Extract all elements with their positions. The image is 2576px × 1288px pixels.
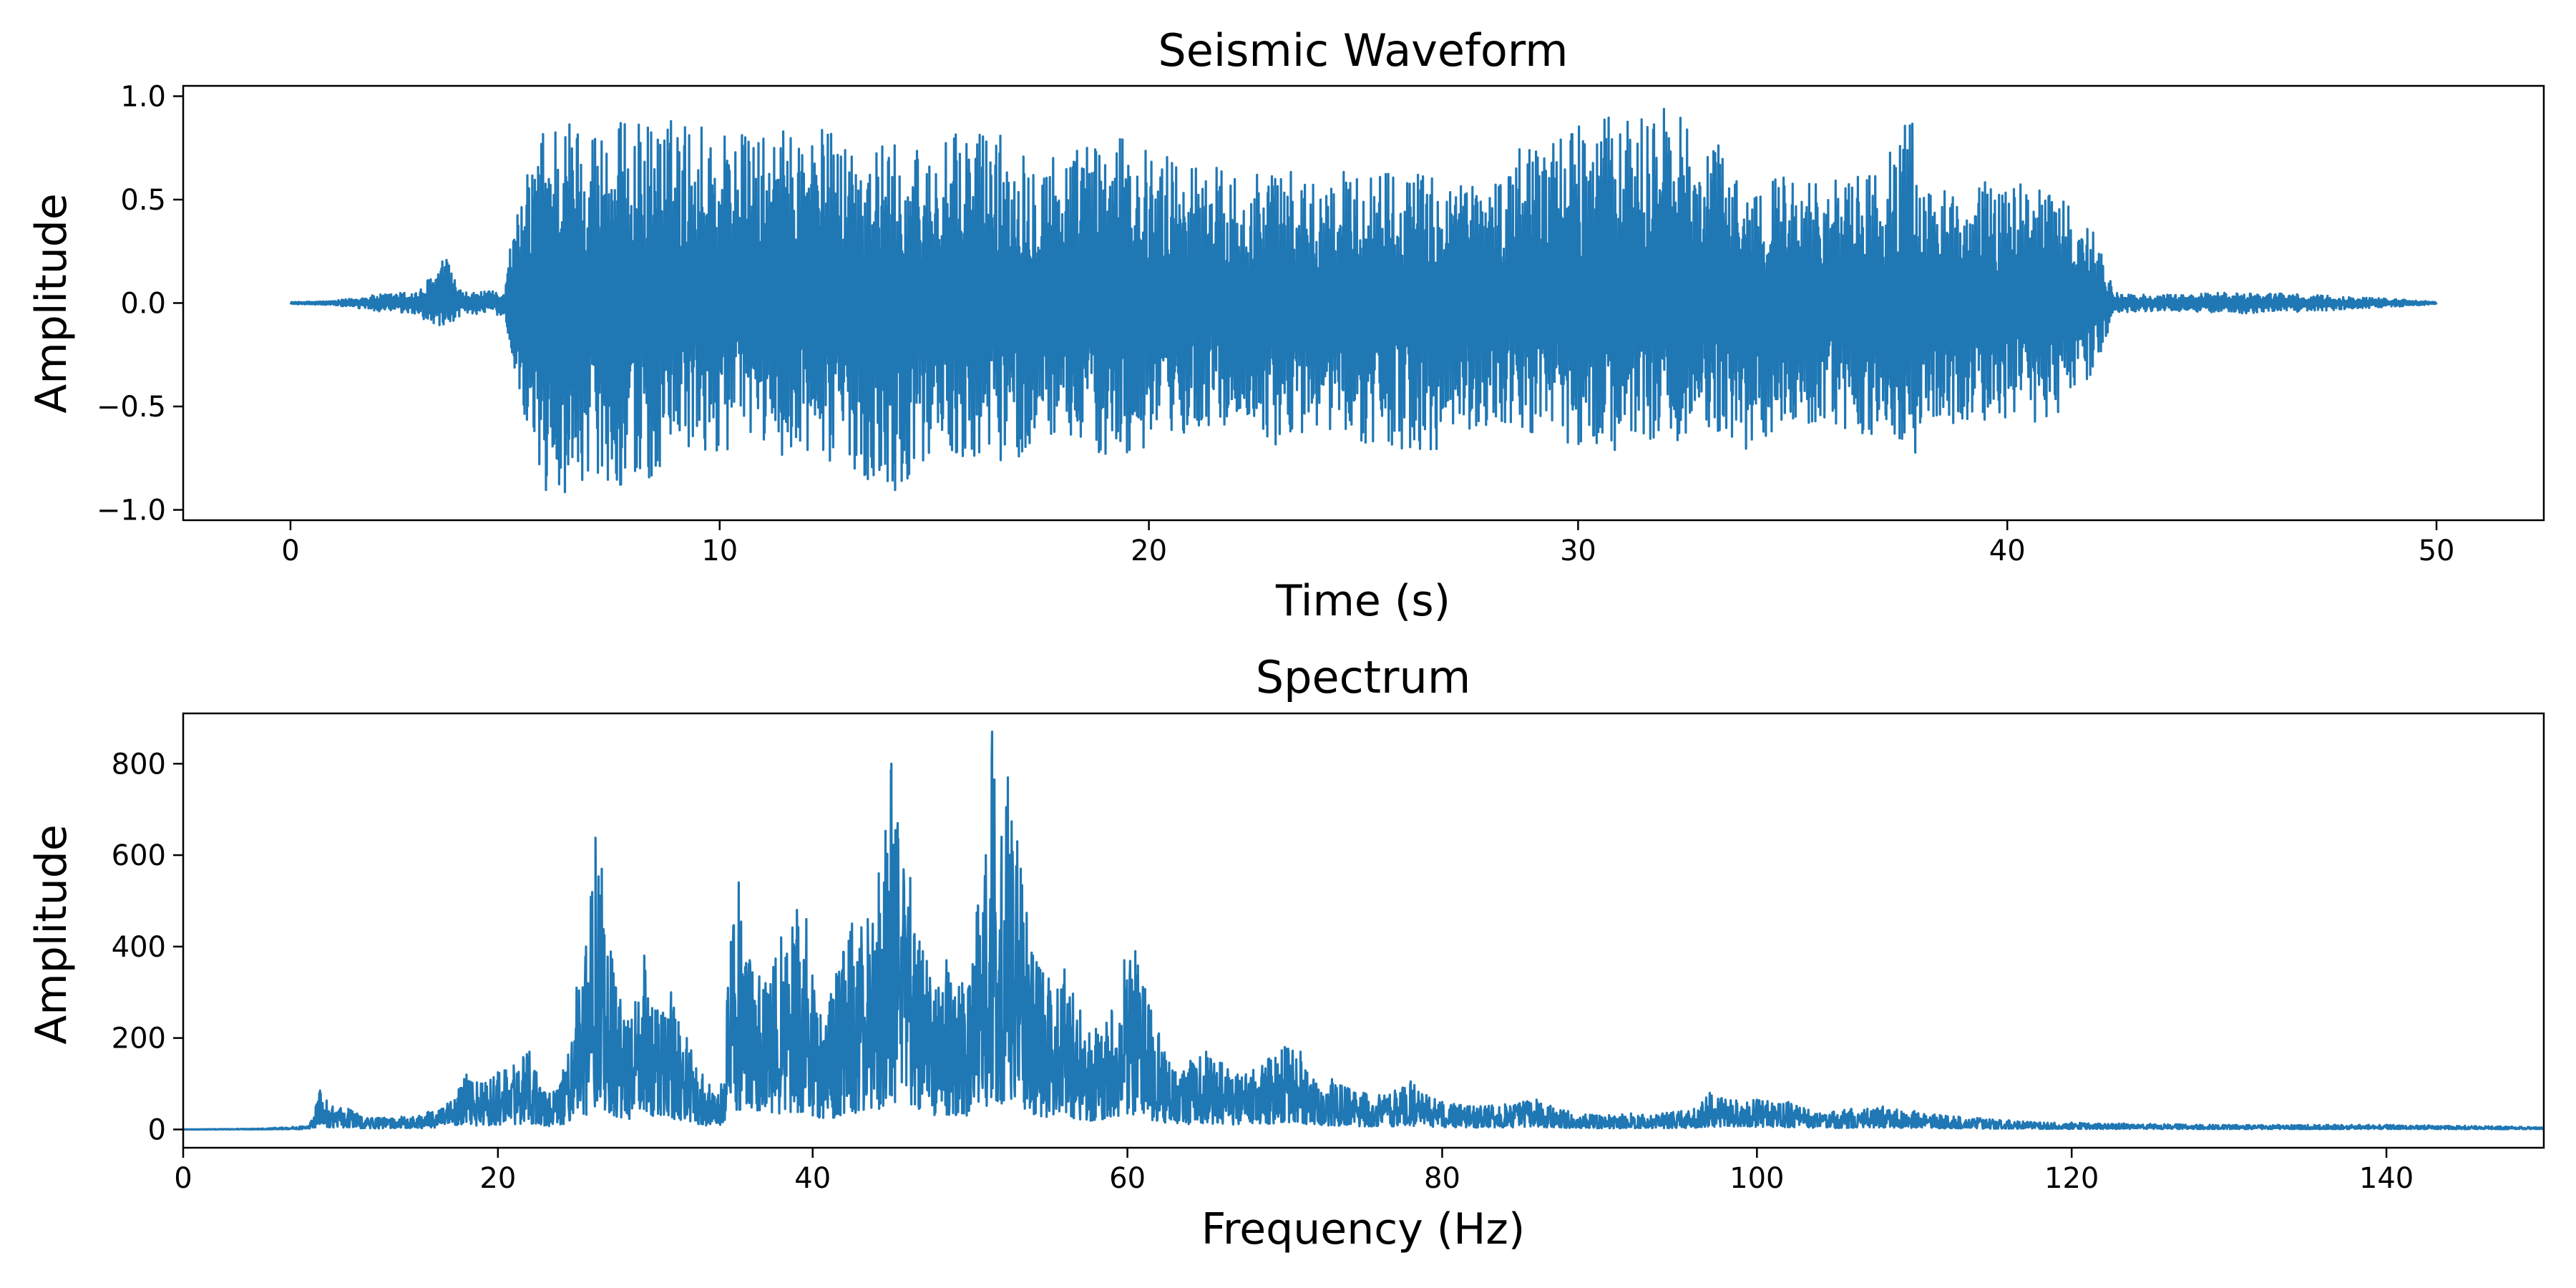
spectrum-y-ticks: 0 200 400 600 800 (112, 748, 183, 1146)
spectrum-y-tick-label: 400 (112, 931, 166, 964)
waveform-y-tick-label: −1.0 (97, 494, 166, 527)
spectrum-x-tick-label: 80 (1424, 1162, 1460, 1195)
waveform-y-tick-label: 0.5 (120, 184, 166, 217)
spectrum-y-axis-label: Amplitude (26, 824, 77, 1044)
spectrum-panel: Spectrum 0 20 40 60 80 100 120 140 0 200 400 600 80… (26, 651, 2545, 1254)
spectrum-series-line (183, 731, 2544, 1131)
spectrum-x-ticks: 0 20 40 60 80 100 120 140 (174, 1148, 2414, 1195)
waveform-x-tick-label: 20 (1131, 535, 1167, 567)
waveform-x-tick-label: 50 (2419, 535, 2455, 567)
waveform-y-tick-label: −0.5 (97, 391, 166, 424)
waveform-y-ticks: −1.0 −0.5 0.0 0.5 1.0 (97, 80, 183, 527)
waveform-y-tick-label: 1.0 (120, 80, 166, 113)
waveform-x-tick-label: 30 (1560, 535, 1596, 567)
spectrum-x-tick-label: 120 (2044, 1162, 2099, 1195)
waveform-x-tick-label: 10 (701, 535, 738, 567)
waveform-x-tick-label: 40 (1989, 535, 2026, 567)
spectrum-axes-frame (182, 712, 2545, 1149)
waveform-series-line (289, 107, 2438, 494)
waveform-x-tick-label: 0 (281, 535, 299, 567)
spectrum-y-tick-label: 0 (148, 1113, 166, 1146)
waveform-x-axis-label: Time (s) (1275, 576, 1450, 626)
spectrum-x-tick-label: 0 (174, 1162, 192, 1195)
spectrum-x-tick-label: 100 (1729, 1162, 1784, 1195)
waveform-y-axis-label: Amplitude (26, 193, 77, 413)
spectrum-x-tick-label: 140 (2359, 1162, 2414, 1195)
spectrum-x-tick-label: 60 (1109, 1162, 1146, 1195)
spectrum-x-tick-label: 20 (479, 1162, 516, 1195)
spectrum-y-tick-label: 800 (112, 748, 166, 781)
spectrum-y-tick-label: 200 (112, 1023, 166, 1055)
waveform-panel: Seismic Waveform 0 10 20 30 40 50 −1.0 −0.5 0.0… (26, 24, 2545, 626)
spectrum-x-axis-label: Frequency (Hz) (1201, 1204, 1525, 1254)
spectrum-title: Spectrum (1256, 651, 1470, 703)
waveform-y-tick-label: 0.0 (120, 288, 166, 321)
spectrum-plot-area (182, 712, 2545, 1149)
spectrum-x-tick-label: 40 (794, 1162, 831, 1195)
spectrum-y-tick-label: 600 (112, 839, 166, 872)
waveform-title: Seismic Waveform (1158, 24, 1568, 77)
waveform-x-ticks: 0 10 20 30 40 50 (281, 520, 2454, 567)
